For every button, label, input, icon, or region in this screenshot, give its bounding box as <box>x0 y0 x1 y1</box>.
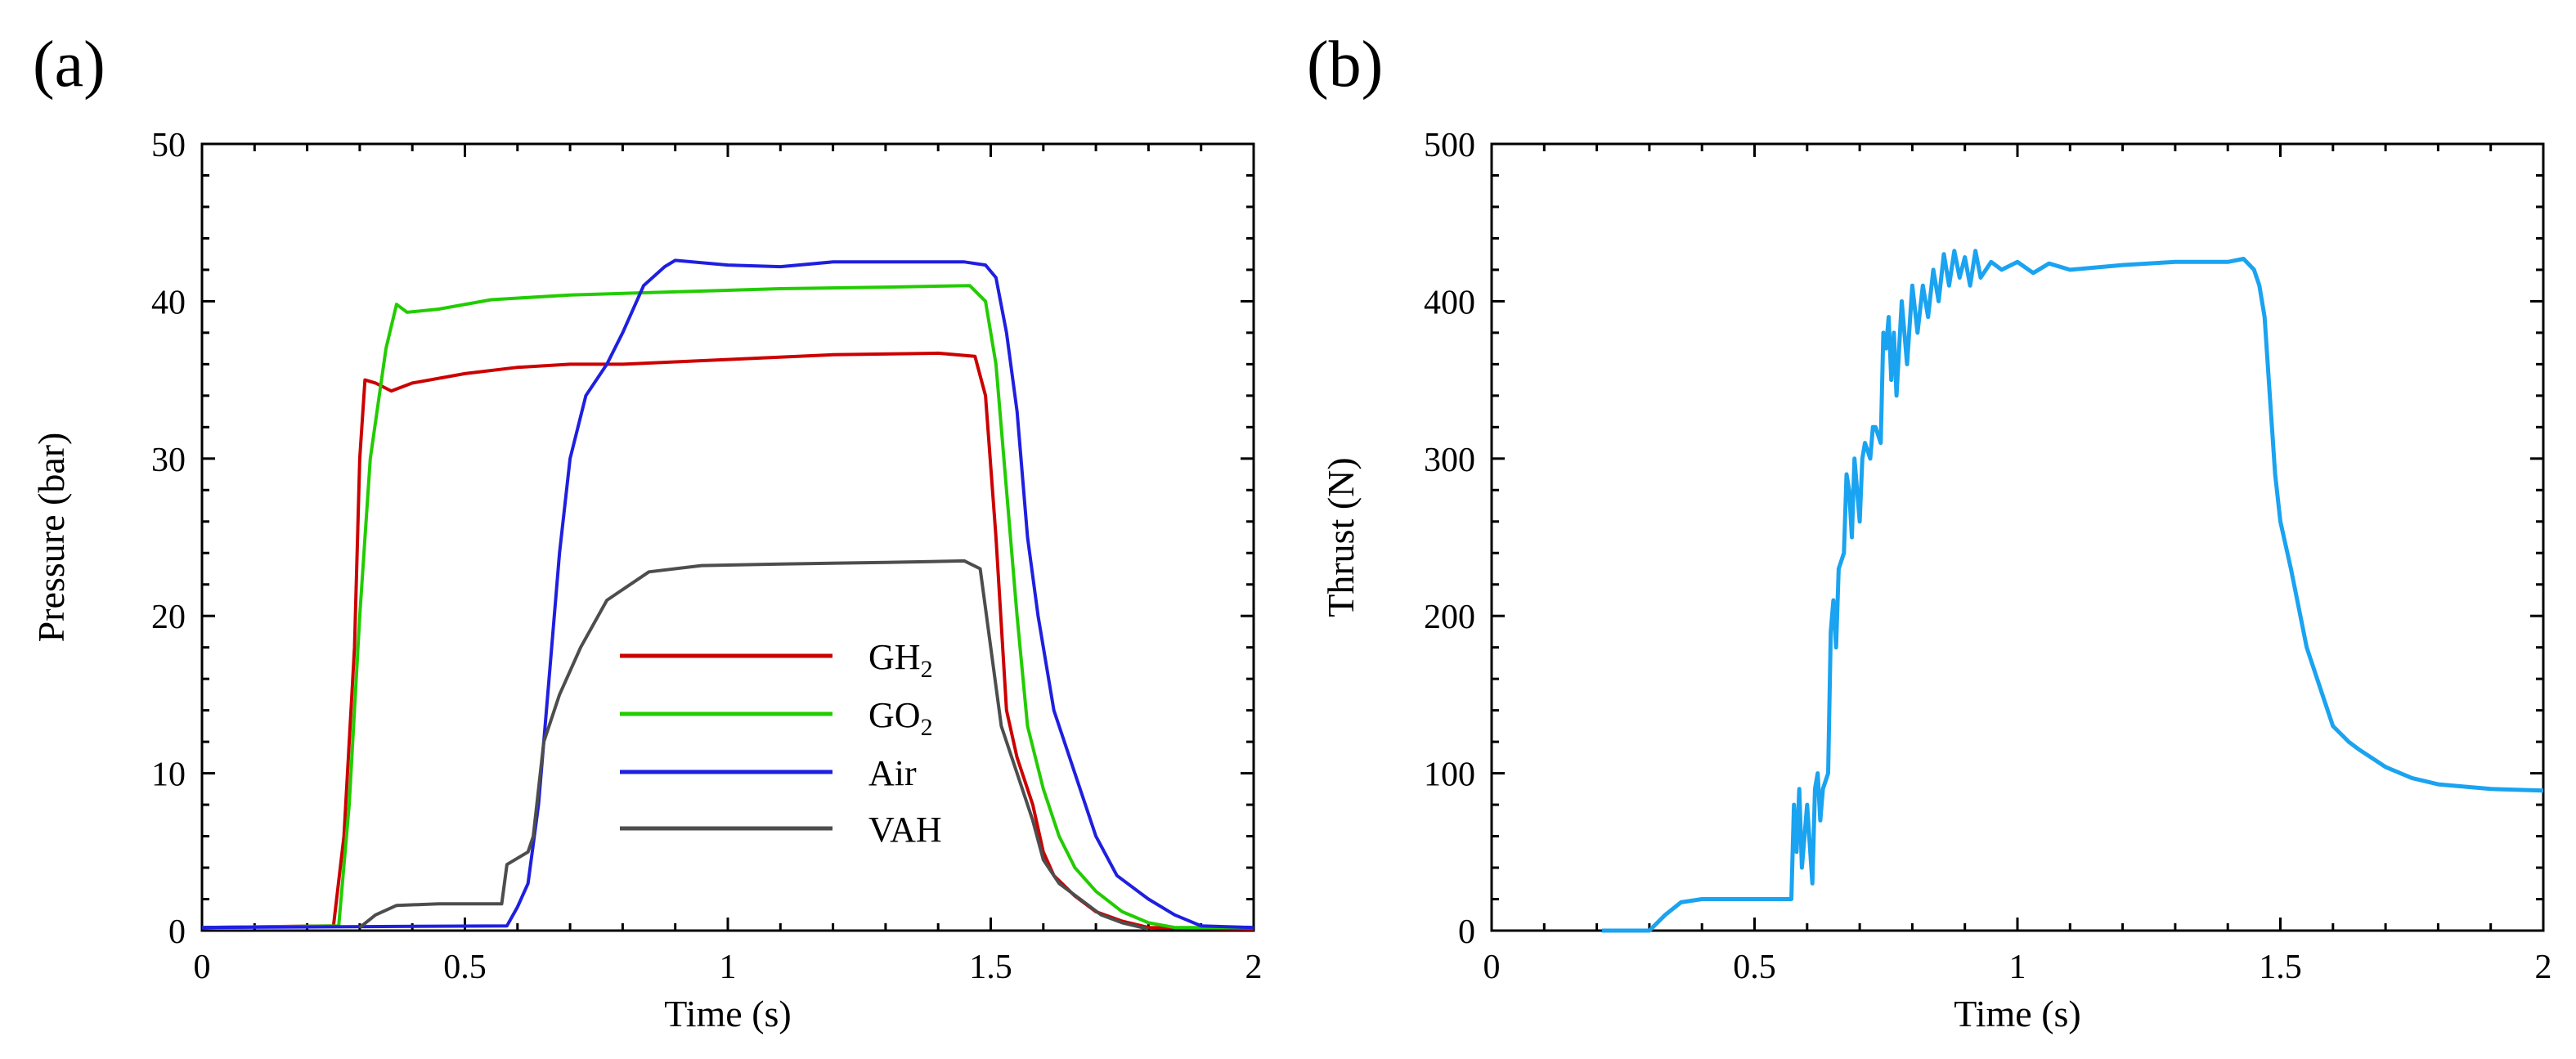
y-tick-label: 200 <box>1424 599 1475 636</box>
x-tick-label: 0.5 <box>1733 949 1776 986</box>
y-tick-label: 40 <box>151 284 186 321</box>
axis-ticks-b <box>1490 142 2545 932</box>
panel-label-b: (b) <box>1307 29 1383 101</box>
legend-label-vah: VAH <box>868 810 942 850</box>
plot-frame-a <box>200 142 1255 932</box>
y-axis-title-b: Thrust (N) <box>1320 457 1362 617</box>
y-tick-label: 10 <box>151 756 186 794</box>
series-lines-a <box>201 258 1254 931</box>
series-lines-b <box>1602 249 2544 933</box>
thrust-chart: (b) 0 0.5 1 1.5 2 0 100 200 300 400 500 … <box>1307 29 2552 1034</box>
x-tick-label: 2 <box>1245 949 1263 986</box>
x-tick-label: 0 <box>194 949 211 986</box>
x-tick-label: 1.5 <box>2259 949 2302 986</box>
legend-label-go2: GO2 <box>868 695 933 741</box>
series-line-air <box>201 258 1254 930</box>
y-tick-label: 30 <box>151 442 186 479</box>
y-tick-label: 100 <box>1424 756 1475 794</box>
y-tick-label: 500 <box>1424 127 1475 164</box>
y-tick-label: 20 <box>151 599 186 636</box>
x-tick-label: 1 <box>720 949 737 986</box>
x-axis-title-b: Time (s) <box>1954 993 2081 1034</box>
y-tick-label: 50 <box>151 127 186 164</box>
series-line-vah <box>358 559 1149 931</box>
legend-label-air: Air <box>868 753 917 793</box>
x-axis-title-a: Time (s) <box>664 993 792 1034</box>
x-tick-label: 0.5 <box>443 949 487 986</box>
series-line-gh2 <box>201 351 1254 931</box>
y-tick-label: 0 <box>1458 913 1475 951</box>
x-tick-label: 1.5 <box>969 949 1012 986</box>
y-tick-label: 400 <box>1424 284 1475 321</box>
axis-ticks-a <box>200 142 1255 932</box>
y-tick-label: 0 <box>168 913 186 951</box>
series-line-thrust <box>1602 249 2544 933</box>
pressure-chart: (a) 0 0.5 1 1.5 2 0 10 20 30 40 50 Time … <box>30 29 1263 1034</box>
series-line-go2 <box>201 284 1254 930</box>
y-axis-title-a: Pressure (bar) <box>30 433 72 643</box>
x-tick-label: 1 <box>2009 949 2026 986</box>
y-tick-label: 300 <box>1424 442 1475 479</box>
x-tick-label: 0 <box>1483 949 1501 986</box>
legend: GH2 GO2 Air VAH <box>620 637 942 850</box>
legend-label-gh2: GH2 <box>868 637 933 683</box>
panel-label-a: (a) <box>33 29 105 101</box>
x-tick-label: 2 <box>2535 949 2552 986</box>
